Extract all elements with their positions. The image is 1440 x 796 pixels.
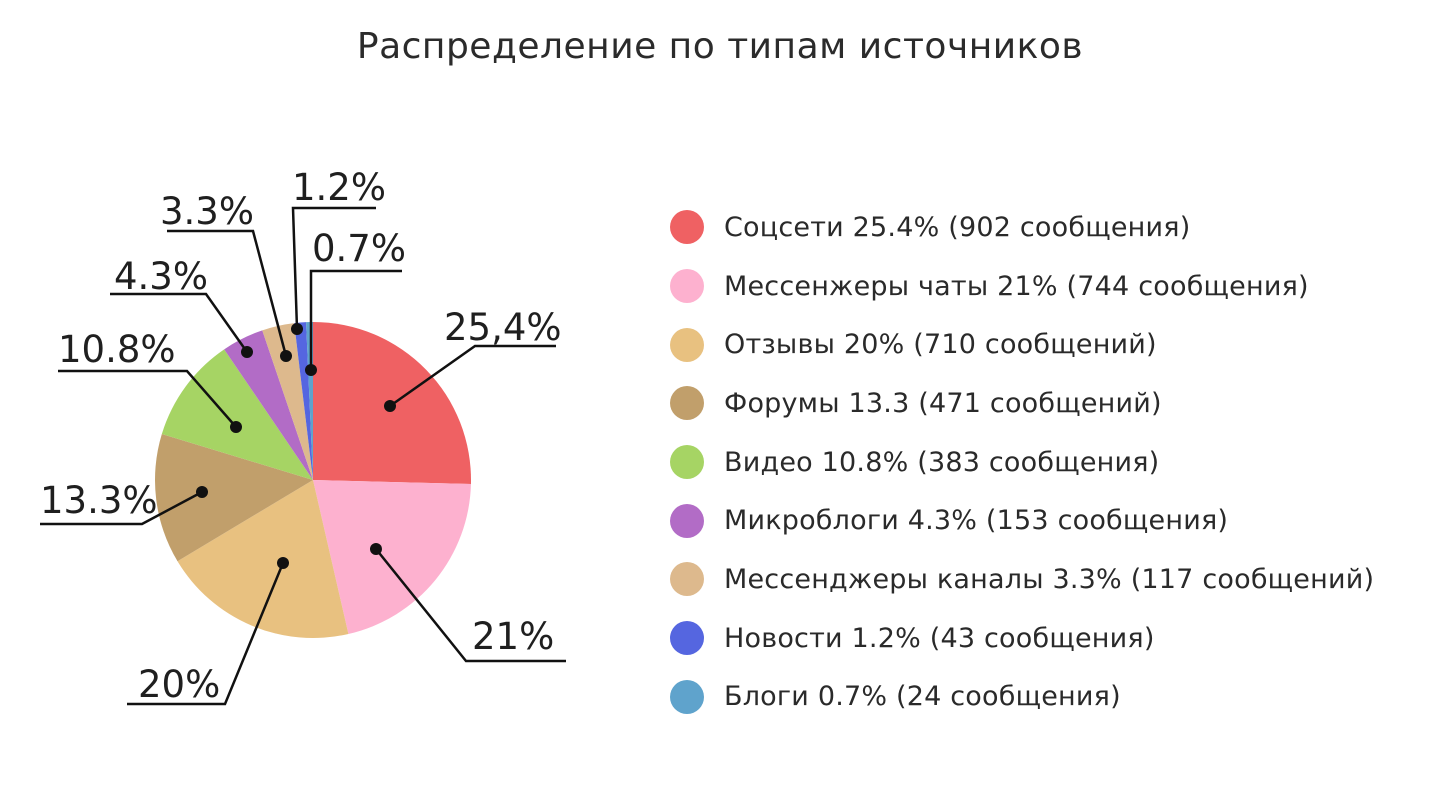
leader-line-9 bbox=[305, 269, 402, 376]
legend-swatch-4 bbox=[670, 386, 704, 421]
legend-item-9: Блоги 0.7% (24 сообщения) bbox=[670, 668, 1374, 727]
data-label-2: 21% bbox=[472, 615, 554, 658]
leader-line-4 bbox=[40, 486, 208, 526]
leader-line-3 bbox=[127, 557, 289, 706]
legend-item-1: Соцсети 25.4% (902 сообщения) bbox=[670, 198, 1374, 257]
legend-label-4: Форумы 13.3 (471 сообщений) bbox=[724, 387, 1162, 419]
pie-slice-5 bbox=[161, 349, 313, 480]
leader-dot-5 bbox=[230, 421, 242, 433]
legend-label-1: Соцсети 25.4% (902 сообщения) bbox=[724, 211, 1191, 243]
data-label-8: 1.2% bbox=[292, 166, 386, 209]
legend-item-6: Микроблоги 4.3% (153 сообщения) bbox=[670, 491, 1374, 550]
leader-dot-7 bbox=[280, 350, 292, 362]
chart-title: Распределение по типам источников bbox=[356, 26, 1084, 67]
pie-slice-3 bbox=[177, 480, 349, 638]
data-label-6: 4.3% bbox=[114, 255, 208, 298]
legend-label-7: Мессенджеры каналы 3.3% (117 сообщений) bbox=[724, 563, 1375, 595]
legend-item-3: Отзывы 20% (710 сообщений) bbox=[670, 315, 1374, 374]
pie-slice-8 bbox=[294, 322, 313, 480]
legend-swatch-2 bbox=[670, 269, 704, 304]
legend-item-2: Мессенжеры чаты 21% (744 сообщения) bbox=[670, 257, 1374, 316]
leader-dot-9 bbox=[305, 364, 317, 376]
legend: Соцсети 25.4% (902 сообщения) Мессенжеры … bbox=[670, 198, 1374, 726]
leader-line-6 bbox=[110, 292, 253, 358]
leader-line-1 bbox=[384, 344, 556, 412]
pie-slice-4 bbox=[155, 434, 313, 562]
legend-swatch-7 bbox=[670, 562, 704, 597]
data-label-5: 10.8% bbox=[58, 328, 176, 371]
leader-dot-3 bbox=[277, 557, 289, 569]
data-label-3: 20% bbox=[138, 663, 220, 706]
legend-label-2: Мессенжеры чаты 21% (744 сообщения) bbox=[724, 270, 1309, 302]
pie-slice-2 bbox=[313, 480, 471, 634]
legend-label-9: Блоги 0.7% (24 сообщения) bbox=[724, 681, 1121, 713]
data-label-7: 3.3% bbox=[160, 190, 254, 233]
leader-line-7 bbox=[167, 229, 292, 362]
legend-swatch-9 bbox=[670, 679, 704, 714]
leader-dot-8 bbox=[291, 323, 303, 335]
legend-swatch-3 bbox=[670, 327, 704, 362]
legend-swatch-6 bbox=[670, 503, 704, 538]
legend-swatch-1 bbox=[670, 210, 704, 245]
data-label-1: 25,4% bbox=[444, 306, 562, 349]
leader-dot-6 bbox=[241, 346, 253, 358]
legend-label-5: Видео 10.8% (383 сообщения) bbox=[724, 446, 1160, 478]
legend-label-6: Микроблоги 4.3% (153 сообщения) bbox=[724, 505, 1229, 537]
legend-item-8: Новости 1.2% (43 сообщения) bbox=[670, 609, 1374, 668]
legend-label-8: Новости 1.2% (43 сообщения) bbox=[724, 622, 1155, 654]
pie-slice-7 bbox=[262, 323, 313, 480]
leader-dot-4 bbox=[196, 486, 208, 498]
legend-item-4: Форумы 13.3 (471 сообщений) bbox=[670, 374, 1374, 433]
leader-line-5 bbox=[58, 369, 242, 433]
legend-item-7: Мессенджеры каналы 3.3% (117 сообщений) bbox=[670, 550, 1374, 609]
data-label-4: 13.3% bbox=[40, 479, 158, 522]
legend-swatch-5 bbox=[670, 445, 704, 480]
leader-line-2 bbox=[370, 543, 566, 663]
legend-item-5: Видео 10.8% (383 сообщения) bbox=[670, 433, 1374, 492]
leader-line-8 bbox=[291, 206, 376, 335]
leader-dot-2 bbox=[370, 543, 382, 555]
legend-swatch-8 bbox=[670, 621, 704, 656]
legend-label-3: Отзывы 20% (710 сообщений) bbox=[724, 329, 1157, 361]
data-label-9: 0.7% bbox=[312, 227, 406, 270]
leader-dot-1 bbox=[384, 400, 396, 412]
pie-slice-6 bbox=[224, 330, 313, 480]
